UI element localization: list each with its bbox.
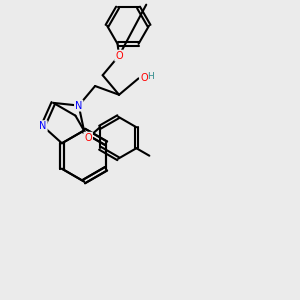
Text: N: N: [75, 100, 82, 111]
Text: O: O: [115, 51, 123, 61]
Text: H: H: [147, 72, 154, 81]
Text: O: O: [84, 133, 92, 143]
Text: O: O: [140, 74, 148, 83]
Text: N: N: [39, 121, 47, 131]
